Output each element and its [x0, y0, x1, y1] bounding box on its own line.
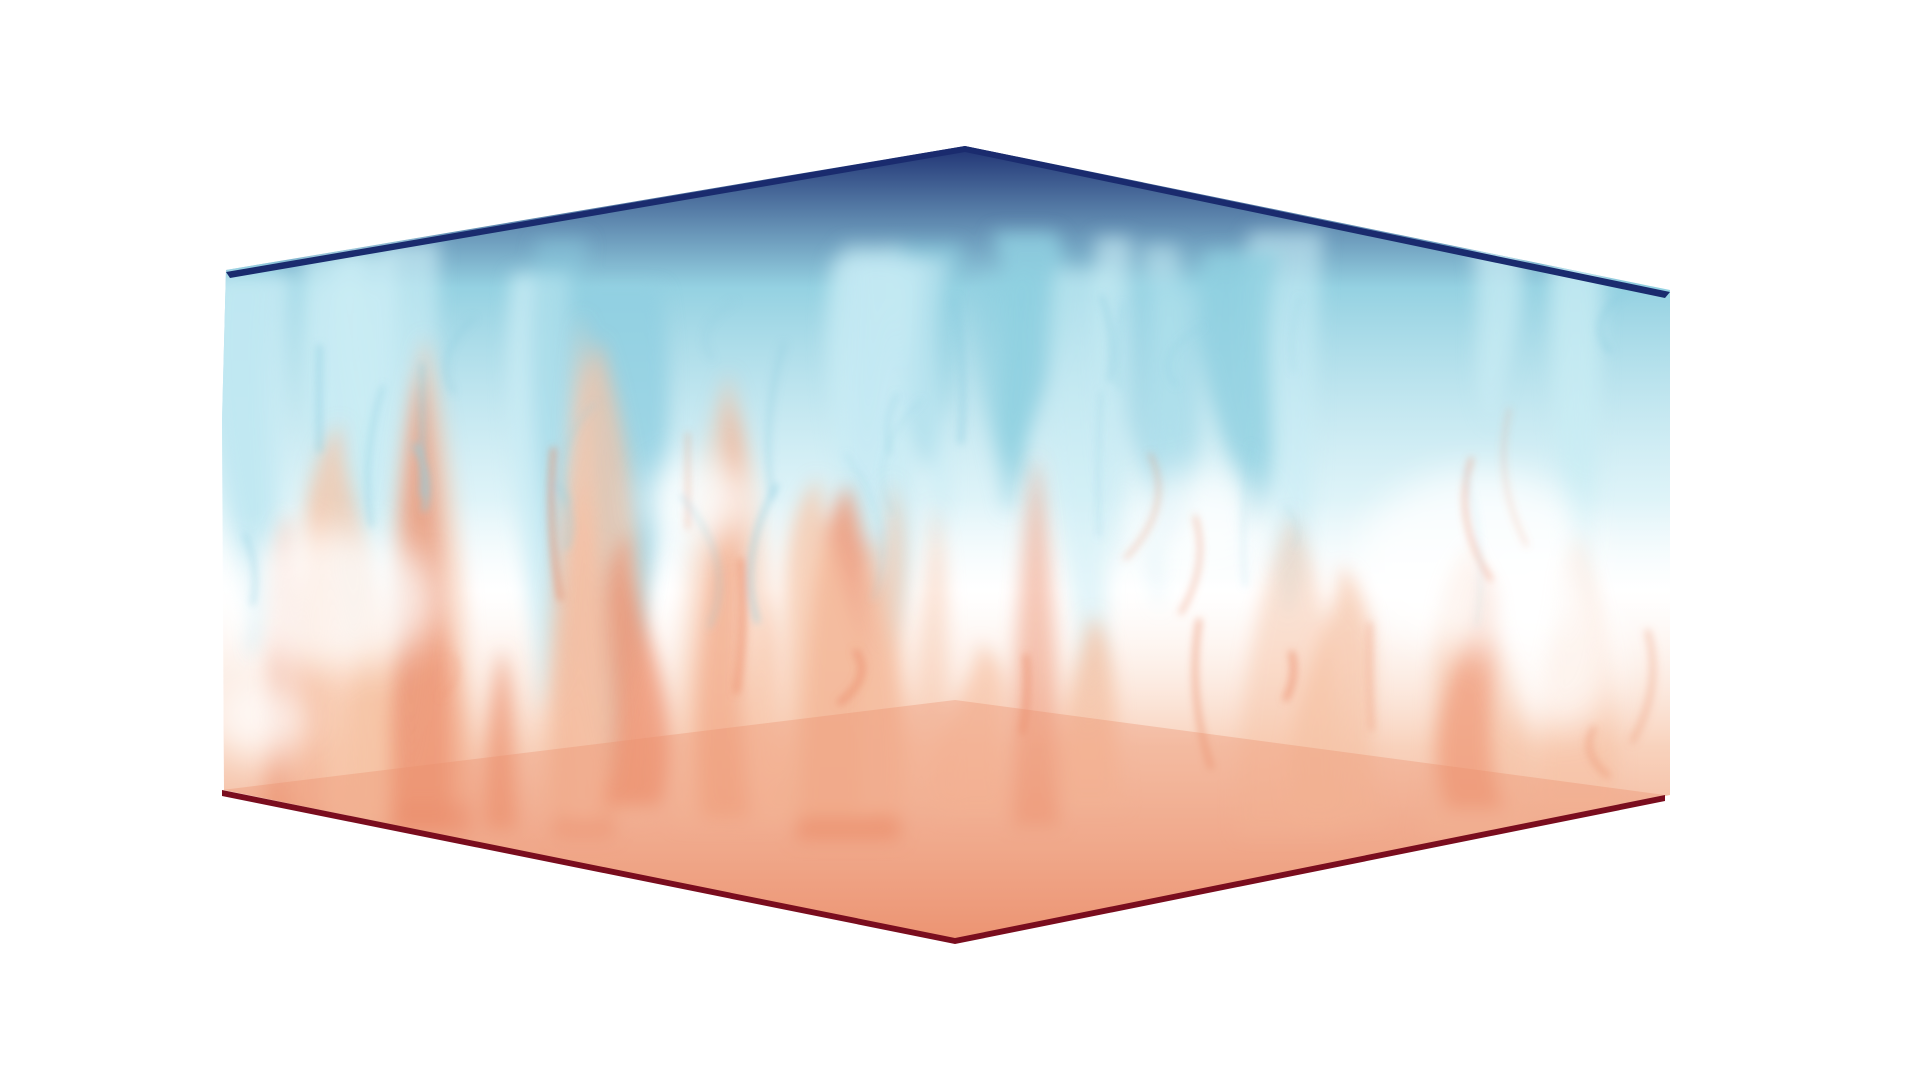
swirl-strand — [881, 397, 924, 515]
swirl-strand — [365, 385, 385, 528]
swirl-strand — [439, 654, 459, 699]
swirl-strand — [412, 442, 431, 512]
swirl-strand — [885, 392, 899, 455]
cold-plume — [222, 274, 294, 626]
cold-plume — [328, 248, 375, 500]
swirl-strand — [1117, 302, 1124, 391]
swirl-strand — [1283, 504, 1299, 548]
swirl-strand — [1124, 452, 1161, 560]
hot-plume — [566, 312, 606, 823]
hot-plume — [911, 503, 953, 809]
cold-plume — [1095, 236, 1132, 570]
swirl-strand — [951, 296, 967, 445]
cold-plume — [1470, 239, 1523, 429]
hot-plume — [773, 476, 875, 818]
swirl-strand — [1019, 653, 1031, 735]
swirl-strand — [703, 299, 736, 361]
swirl-strand — [1192, 618, 1214, 770]
hot-plume — [345, 620, 394, 829]
cold-plume — [1197, 251, 1282, 534]
swirl-strand — [1463, 456, 1493, 582]
hot-plume — [601, 530, 670, 807]
swirl-strand — [1290, 296, 1301, 373]
cold-plume — [976, 276, 1033, 515]
mixing-gap — [222, 530, 440, 670]
swirl-strand — [1241, 443, 1253, 587]
cold-plume — [1047, 269, 1114, 738]
cold-plume — [1550, 259, 1604, 607]
swirl-strand — [748, 483, 780, 624]
swirl-strand — [243, 532, 257, 606]
hot-plume — [484, 647, 518, 830]
swirl-strand — [1586, 725, 1611, 779]
mixing-gap — [1500, 570, 1620, 730]
swirl-strand — [1463, 467, 1482, 628]
swirl-strand — [1366, 621, 1375, 732]
hot-plume — [861, 478, 910, 813]
swirl-strand — [1096, 390, 1103, 538]
swirl-strand — [1099, 294, 1114, 383]
mixing-gap — [1130, 470, 1270, 570]
swirl-strand — [1179, 515, 1202, 615]
hot-plume — [1059, 614, 1123, 806]
swirl-strand — [1629, 628, 1657, 744]
swirl-strand — [679, 493, 721, 629]
swirl-strand — [552, 480, 574, 550]
swirl-strand — [1597, 281, 1641, 354]
hot-plume — [1237, 512, 1343, 835]
mixing-gap — [222, 680, 310, 760]
bottom-plate-top-face — [222, 700, 1665, 940]
hot-plume — [935, 642, 1014, 816]
plume-swirls — [243, 281, 1657, 779]
swirl-strand — [561, 402, 597, 504]
swirl-strand — [764, 341, 787, 499]
cold-plume — [905, 259, 950, 546]
swirl-strand — [1502, 407, 1528, 547]
volume-body — [222, 146, 1670, 940]
swirl-strand — [733, 557, 746, 695]
swirl-strand — [1283, 650, 1297, 702]
mixing-gap — [640, 460, 760, 540]
swirl-strand — [444, 316, 476, 394]
swirl-strand — [548, 446, 564, 602]
swirl-strand — [844, 452, 884, 601]
swirl-strand — [1166, 324, 1204, 387]
swirl-strand — [836, 648, 865, 706]
